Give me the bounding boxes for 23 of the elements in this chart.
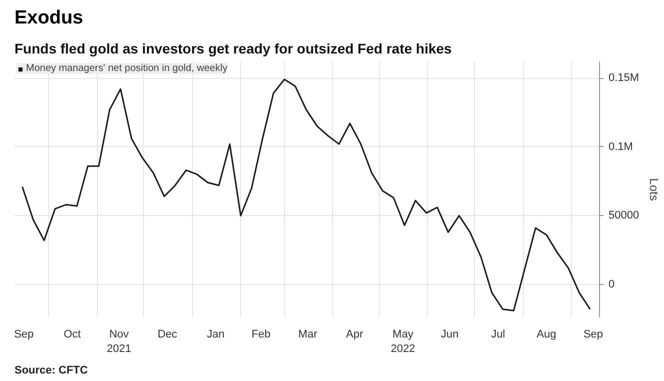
source-note: Source: CFTC (14, 364, 88, 376)
x-tick-label: Jan (206, 328, 225, 340)
x-tick-label: Aug (536, 328, 556, 340)
legend-label: Money managers' net position in gold, weekly (26, 63, 228, 74)
chart-title: Exodus (14, 8, 84, 28)
x-tick-label: Dec (158, 328, 178, 340)
y-tick-label: 0 (608, 278, 615, 290)
x-tick-label: Nov 2021 (106, 328, 132, 355)
chart-subtitle: Funds fled gold as investors get ready for outsized Fed rate hikes (14, 40, 452, 56)
x-tick-label: Feb (252, 328, 270, 340)
x-tick-label: Oct (64, 328, 81, 340)
line-series (22, 78, 591, 312)
y-tick-label: 0.15M (608, 72, 640, 84)
y-axis-title: Lots (647, 178, 662, 201)
y-tick-label: 0.1M (608, 140, 633, 153)
x-tick-label: Mar (298, 328, 318, 340)
x-tick-label: Jul (491, 328, 506, 340)
x-tick-label: May 2022 (390, 328, 416, 355)
x-tick-label: Jun (440, 328, 459, 340)
x-tick-label: Sep (583, 328, 604, 340)
x-tick-label: Sep (14, 328, 34, 340)
y-tick-label: 50000 (608, 210, 640, 222)
x-tick-label: Apr (346, 328, 364, 340)
